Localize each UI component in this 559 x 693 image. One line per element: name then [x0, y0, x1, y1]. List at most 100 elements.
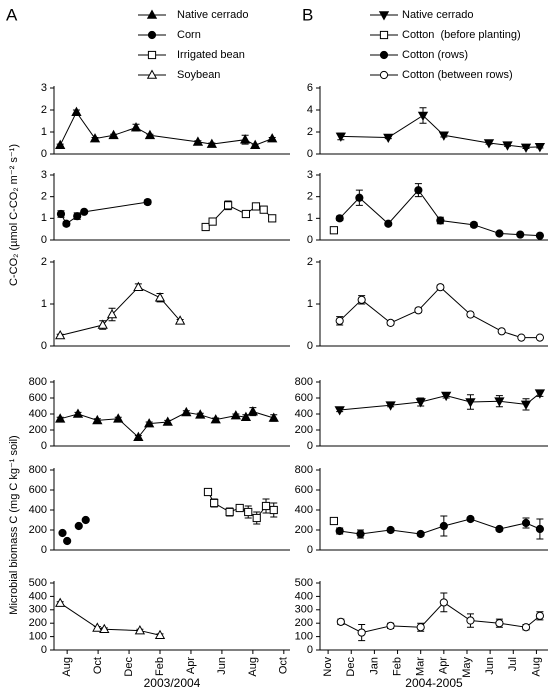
panel-label: B: [302, 5, 313, 24]
marker: [439, 598, 448, 607]
series-line: [59, 602, 161, 636]
marker: [130, 122, 142, 132]
y-tick-label: 800: [295, 376, 313, 388]
marker: [521, 518, 531, 528]
marker: [63, 536, 72, 546]
marker: [223, 201, 233, 210]
marker: [97, 319, 108, 329]
marker: [438, 131, 449, 141]
marker: [495, 229, 504, 238]
x-tick-label: Nov: [322, 657, 334, 677]
marker: [144, 129, 156, 140]
marker: [355, 193, 364, 202]
marker: [335, 132, 346, 142]
legend-label: Irrigated bean: [177, 49, 245, 61]
marker: [417, 111, 429, 122]
legend-marker: [379, 30, 389, 40]
y-tick-label: 0: [41, 544, 47, 556]
y-tick-label: 1: [41, 212, 47, 224]
x-tick-label: May: [461, 657, 473, 678]
series-line: [340, 601, 541, 634]
marker: [133, 281, 144, 291]
legend-marker: [379, 70, 389, 80]
x-tick-label: Dec: [345, 657, 357, 677]
marker: [56, 209, 66, 219]
y-tick-label: 600: [29, 484, 47, 496]
marker: [154, 629, 166, 640]
marker: [384, 219, 393, 228]
y-tick-label: 800: [29, 464, 47, 476]
y-tick-label: 400: [29, 408, 47, 420]
y-tick-label: 0: [41, 644, 47, 656]
marker: [210, 498, 219, 508]
marker: [383, 133, 394, 144]
marker: [495, 524, 504, 534]
marker: [225, 507, 234, 517]
marker: [72, 408, 84, 418]
y-tick-label: 4: [307, 104, 313, 116]
y-tick-label: 200: [295, 424, 313, 436]
x-tick-label: Aug: [61, 657, 73, 677]
y-tick-label: 300: [29, 604, 47, 616]
marker: [520, 143, 532, 153]
y-tick-label: 400: [295, 408, 313, 420]
marker: [247, 406, 259, 416]
marker: [534, 143, 546, 153]
marker: [466, 616, 475, 625]
y-tick-label: 100: [29, 631, 47, 643]
y-tick-label: 3: [307, 169, 313, 181]
x-tick-label: Apr: [438, 657, 450, 674]
y-tick-label: 0: [41, 340, 47, 352]
legend-label: Cotton (before planting): [402, 29, 521, 41]
y-tick-label: 200: [295, 524, 313, 536]
y-tick-label: 500: [295, 577, 313, 589]
x-tick-label: Feb: [391, 657, 403, 676]
y-tick-label: 3: [41, 82, 47, 94]
y-tick-label: 0: [307, 440, 313, 452]
y-axis-label: C-CO₂ (µmol C-CO₂ m⁻² s⁻¹): [8, 144, 20, 286]
marker: [268, 412, 279, 422]
marker: [520, 400, 532, 410]
marker: [436, 283, 445, 292]
y-tick-label: 0: [307, 544, 313, 556]
marker: [244, 507, 253, 517]
marker: [252, 513, 261, 523]
marker: [336, 617, 345, 626]
marker: [108, 129, 119, 140]
marker: [74, 521, 83, 531]
y-tick-label: 2: [41, 104, 47, 116]
y-tick-label: 600: [295, 392, 313, 404]
y-tick-label: 200: [29, 424, 47, 436]
y-tick-label: 400: [295, 590, 313, 602]
marker: [386, 318, 395, 327]
marker: [239, 134, 251, 144]
marker: [335, 214, 344, 223]
marker: [113, 413, 124, 423]
series-line: [60, 286, 181, 336]
marker: [89, 133, 101, 143]
marker: [235, 503, 244, 513]
y-tick-label: 200: [295, 617, 313, 629]
x-tick-label: Dec: [123, 657, 135, 677]
x-axis-label: 2003/2004: [144, 676, 201, 690]
y-tick-label: 3: [41, 169, 47, 181]
marker: [250, 139, 261, 149]
y-tick-label: 2: [307, 126, 313, 138]
marker: [334, 406, 345, 416]
y-tick-label: 1: [307, 298, 313, 310]
y-tick-label: 1: [307, 212, 313, 224]
marker: [521, 623, 531, 632]
x-tick-label: Feb: [154, 657, 166, 676]
marker: [416, 623, 425, 632]
marker: [502, 141, 513, 151]
marker: [516, 230, 525, 239]
marker: [414, 306, 423, 315]
marker: [55, 413, 66, 423]
y-tick-label: 0: [307, 234, 313, 246]
marker: [106, 308, 118, 319]
y-tick-label: 2: [307, 191, 313, 203]
marker: [181, 406, 192, 417]
marker: [269, 505, 278, 515]
y-axis-label: Microbial biomass C (mg C kg⁻¹ soil): [8, 435, 20, 614]
legend-marker: [147, 30, 157, 40]
